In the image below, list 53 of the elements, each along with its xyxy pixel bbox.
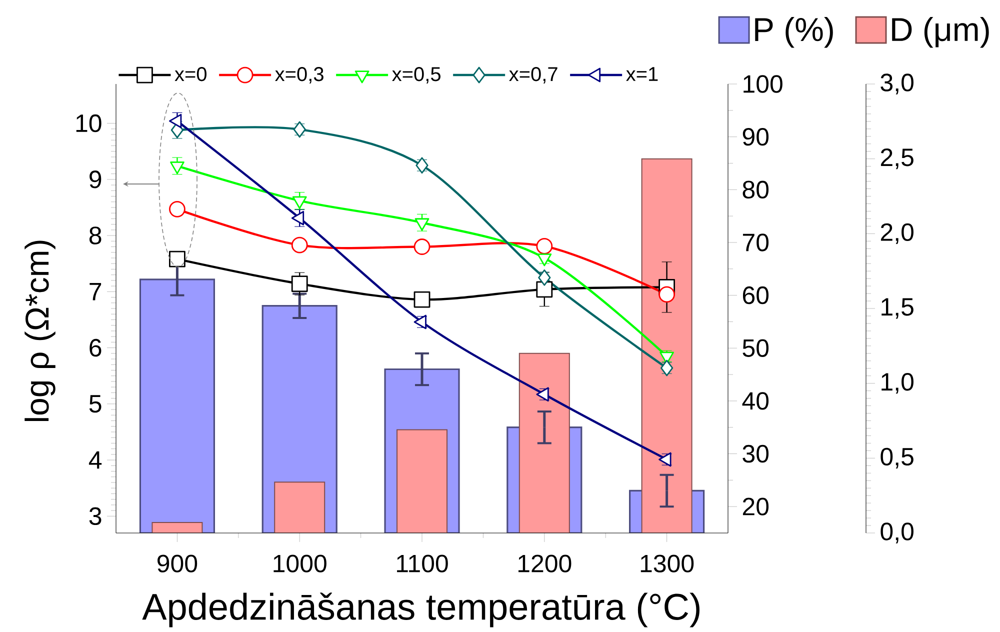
legend-label: D (μm) (892, 17, 989, 48)
bar (274, 482, 326, 533)
point (169, 200, 186, 218)
x-tick-label: 1100 (397, 554, 448, 572)
point (414, 291, 430, 308)
y3-tick-label: 1,0 (882, 372, 914, 394)
legend-label: x=0,5 (392, 67, 440, 84)
y-tick-label: 7 (90, 283, 102, 300)
y3-tick-label: 3,0 (880, 74, 914, 94)
y3-tick-label: 0,0 (880, 522, 914, 544)
y2-tick-label: 60 (742, 286, 769, 304)
y3-tick-label: 2,5 (880, 148, 914, 170)
point (538, 269, 551, 286)
x-tick-label: 1000 (274, 554, 326, 572)
point (291, 236, 308, 254)
y2-tick-label: 100 (744, 75, 782, 93)
y2-tick-label: 90 (742, 128, 769, 146)
legend-label: P (%) (755, 17, 833, 48)
y3-tick-label: 0,5 (880, 448, 914, 468)
y2-tick-label: 80 (742, 180, 769, 199)
point (536, 281, 553, 298)
y-tick-label: 8 (89, 226, 102, 244)
y-tick-label: 10 (76, 114, 102, 132)
point (169, 250, 186, 268)
x-axis-title: Apdedzināšanas temperatūra (°C) (142, 592, 700, 628)
point (414, 238, 430, 255)
point (660, 360, 674, 376)
y3-tick-label: 2,0 (880, 223, 914, 244)
y-tick-label: 5 (89, 395, 102, 413)
bar (396, 429, 448, 533)
point (293, 121, 306, 138)
y-axis-title: log ρ (Ω*cm) (24, 240, 56, 422)
y2-tick-label: 50 (742, 339, 769, 357)
y2-tick-label: 40 (742, 392, 769, 410)
y-tick-label: 3 (89, 507, 102, 526)
y-tick-label: 9 (90, 170, 102, 188)
point (658, 286, 675, 303)
y3-tick-label: 1,5 (882, 298, 914, 319)
y-tick-label: 4 (88, 451, 102, 469)
y2-tick-label: 30 (742, 444, 769, 463)
x-tick-label: 900 (158, 554, 198, 572)
point (536, 238, 553, 254)
legend-label: x=0 (174, 67, 206, 82)
y2-tick-label: 20 (742, 498, 769, 516)
point (291, 276, 308, 292)
x-tick-label: 1300 (640, 554, 694, 572)
point (416, 157, 428, 174)
x-tick-label: 1200 (518, 554, 572, 572)
y-tick-label: 6 (90, 338, 102, 357)
legend-label: x=0,7 (509, 67, 558, 84)
legend-label: x=1 (626, 67, 658, 81)
legend-label: x=0,3 (275, 67, 324, 84)
y2-tick-label: 70 (742, 234, 769, 252)
